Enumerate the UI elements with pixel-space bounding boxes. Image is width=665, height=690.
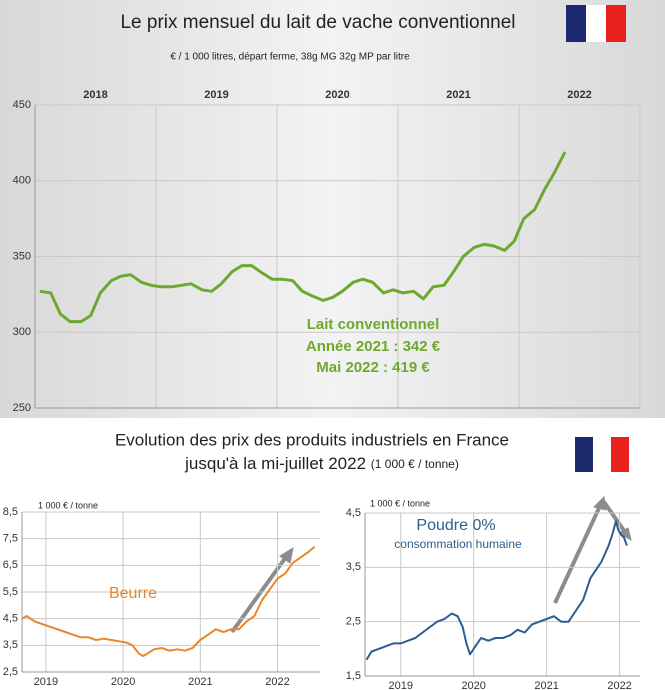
x-tick-label: 2022 xyxy=(265,676,289,688)
y-tick-label: 4,5 xyxy=(346,507,361,519)
title-line2: jusqu'à la mi-juillet 2022 xyxy=(184,454,366,473)
x-tick-label: 2022 xyxy=(567,89,591,101)
y-tick-label: 3,5 xyxy=(346,561,361,573)
annotation: Mai 2022 : 419 € xyxy=(316,359,430,376)
y-tick-label: 300 xyxy=(13,326,31,338)
section-title: Evolution des prix des produits industri… xyxy=(115,430,509,449)
y-tick-label: 3,5 xyxy=(3,639,18,651)
x-tick-label: 2019 xyxy=(34,676,58,688)
data-line xyxy=(21,545,316,657)
title-unit: (1 000 € / tonne) xyxy=(371,457,459,471)
annotation: consommation humaine xyxy=(394,537,522,551)
x-tick-label: 2019 xyxy=(389,680,413,690)
section-title-line2: jusqu'à la mi-juillet 2022 (1 000 € / to… xyxy=(184,454,459,473)
y-tick-label: 6,5 xyxy=(3,559,18,571)
x-tick-label: 2021 xyxy=(446,89,470,101)
x-tick-label: 2020 xyxy=(461,680,485,690)
annotation: Poudre 0% xyxy=(416,517,495,534)
x-tick-label: 2020 xyxy=(111,676,135,688)
y-unit: 1 000 € / tonne xyxy=(370,498,430,508)
x-tick-label: 2020 xyxy=(325,89,349,101)
y-unit: 1 000 € / tonne xyxy=(38,500,98,510)
flag-bottom xyxy=(575,437,629,472)
top-panel xyxy=(0,0,665,418)
y-tick-label: 250 xyxy=(13,402,31,414)
y-tick-label: 350 xyxy=(13,250,31,262)
annotation: Beurre xyxy=(109,585,157,602)
y-tick-label: 8,5 xyxy=(3,506,18,518)
y-tick-label: 4,5 xyxy=(3,613,18,625)
flag-top xyxy=(566,5,626,42)
y-tick-label: 2,5 xyxy=(346,616,361,628)
x-tick-label: 2018 xyxy=(83,89,107,101)
data-line xyxy=(365,520,628,661)
annotation: Lait conventionnel xyxy=(307,316,440,333)
chart-subtitle: € / 1 000 litres, départ ferme, 38g MG 3… xyxy=(170,52,410,63)
y-tick-label: 1,5 xyxy=(346,670,361,682)
y-tick-label: 450 xyxy=(13,99,31,111)
y-tick-label: 5,5 xyxy=(3,586,18,598)
arrows xyxy=(230,495,632,634)
x-tick-label: 2021 xyxy=(534,680,558,690)
y-tick-label: 400 xyxy=(13,175,31,187)
bottom-panel xyxy=(0,418,665,690)
annotation: Année 2021 : 342 € xyxy=(306,338,441,355)
chart-title: Le prix mensuel du lait de vache convent… xyxy=(120,12,515,33)
y-tick-label: 2,5 xyxy=(3,666,18,678)
data-line xyxy=(39,151,567,324)
x-tick-label: 2021 xyxy=(188,676,212,688)
y-tick-label: 7,5 xyxy=(3,533,18,545)
x-tick-label: 2022 xyxy=(607,680,631,690)
x-tick-label: 2019 xyxy=(204,89,228,101)
